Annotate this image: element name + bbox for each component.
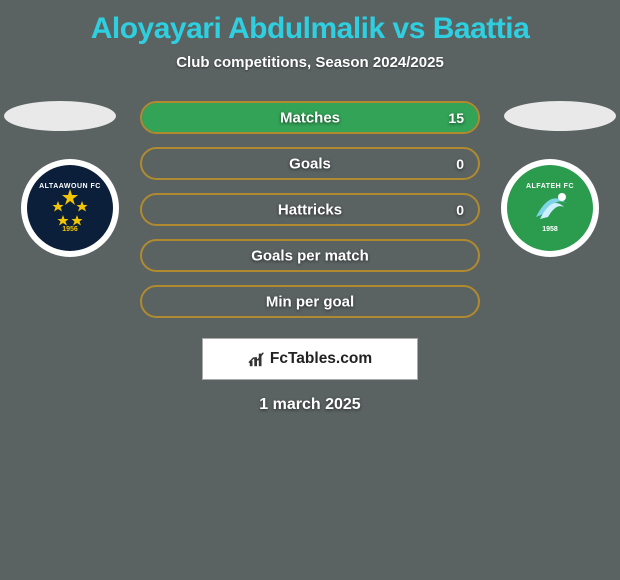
player-ellipse-right xyxy=(504,101,616,131)
club-badge-left: ALTAAWOUN FC 1956 xyxy=(21,159,119,257)
stat-value-right: 0 xyxy=(456,202,464,218)
stat-row: Min per goal xyxy=(140,285,480,318)
stat-row: Hattricks 0 xyxy=(140,193,480,226)
stat-label: Min per goal xyxy=(266,293,354,310)
club-badge-right: ALFATEH FC 1958 xyxy=(501,159,599,257)
stats-container: Matches 15 Goals 0 Hattricks 0 Goals per match… xyxy=(140,101,480,318)
content-area: ALTAAWOUN FC 1956 ALFATEH FC 1958 xyxy=(0,101,620,414)
stat-value-right: 15 xyxy=(448,110,464,126)
brand-text: FcTables.com xyxy=(270,350,372,368)
club-badge-right-inner: ALFATEH FC 1958 xyxy=(507,165,593,251)
subtitle: Club competitions, Season 2024/2025 xyxy=(0,54,620,71)
page-title: Aloyayari Abdulmalik vs Baattia xyxy=(0,0,620,46)
stat-row: Goals 0 xyxy=(140,147,480,180)
date-text: 1 march 2025 xyxy=(0,396,620,414)
club-badge-left-inner: ALTAAWOUN FC 1956 xyxy=(27,165,113,251)
player-ellipse-left xyxy=(4,101,116,131)
stat-row: Matches 15 xyxy=(140,101,480,134)
infographic-root: Aloyayari Abdulmalik vs Baattia Club com… xyxy=(0,0,620,580)
stat-label: Goals per match xyxy=(251,247,369,264)
star-cluster-icon xyxy=(48,185,92,229)
stat-row: Goals per match xyxy=(140,239,480,272)
stat-label: Matches xyxy=(280,109,340,126)
swoosh-icon xyxy=(528,183,572,227)
brand-box: FcTables.com xyxy=(202,338,418,380)
stat-value-right: 0 xyxy=(456,156,464,172)
bar-chart-icon xyxy=(248,350,266,368)
stat-label: Goals xyxy=(289,155,331,172)
stat-label: Hattricks xyxy=(278,201,342,218)
club-right-year: 1958 xyxy=(542,226,558,233)
